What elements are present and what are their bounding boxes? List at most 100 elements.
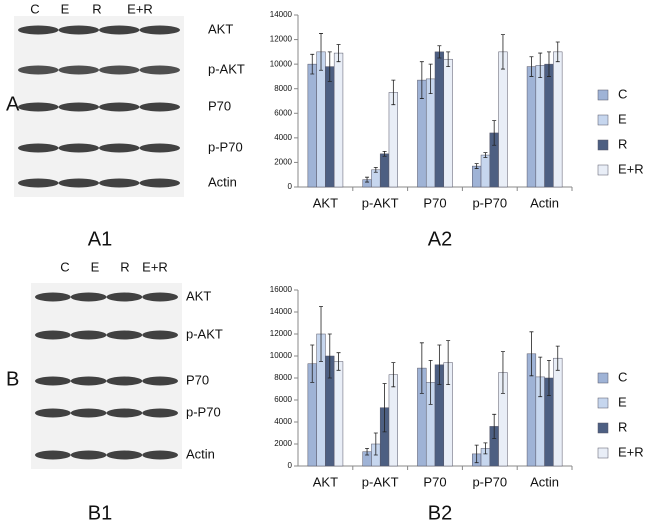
blot-band xyxy=(106,330,143,340)
error-bar xyxy=(437,344,442,385)
y-tick-label: 0 xyxy=(288,182,293,191)
error-bar xyxy=(428,360,433,405)
error-bar xyxy=(365,448,370,456)
lane-label: E xyxy=(91,259,100,274)
blot-band xyxy=(18,102,59,112)
error-bar xyxy=(474,444,479,464)
error-bar xyxy=(382,150,387,157)
blot-band xyxy=(70,292,107,302)
y-tick-label: 10000 xyxy=(270,351,293,360)
x-tick-label: P70 xyxy=(423,474,446,489)
legend-swatch xyxy=(597,114,609,126)
error-bar xyxy=(483,152,488,158)
bar xyxy=(553,357,563,467)
error-bar xyxy=(492,413,497,439)
error-bar xyxy=(365,176,370,183)
row-label: p-P70 xyxy=(186,404,221,419)
y-tick-label: 16000 xyxy=(270,285,293,294)
blot-band xyxy=(58,178,99,188)
legend-label: C xyxy=(618,86,627,101)
y-tick-label: 12000 xyxy=(270,35,293,44)
blot-band xyxy=(58,65,99,75)
blot-band xyxy=(35,330,71,340)
bar xyxy=(307,63,317,188)
x-tick-label: p-AKT xyxy=(362,195,399,210)
legend-label: R xyxy=(618,136,627,151)
blot-band xyxy=(142,450,178,460)
x-tick-label: AKT xyxy=(313,474,338,489)
bar xyxy=(535,65,545,188)
row-label: Actin xyxy=(208,174,237,189)
bar xyxy=(472,165,482,188)
blot-band xyxy=(139,25,180,35)
blot-band xyxy=(142,376,178,386)
error-bar xyxy=(538,52,543,79)
bar xyxy=(325,66,335,188)
error-bar xyxy=(529,56,534,77)
blot-band xyxy=(106,376,143,386)
blot-band xyxy=(99,102,140,112)
error-bar xyxy=(419,61,424,99)
error-bar xyxy=(474,163,479,169)
error-bar xyxy=(446,51,451,67)
error-bar xyxy=(391,362,396,388)
error-bar xyxy=(310,53,315,75)
blot-band xyxy=(106,408,143,418)
error-bar xyxy=(391,79,396,106)
y-tick-label: 4000 xyxy=(274,133,292,142)
blot-band xyxy=(99,65,140,75)
blot-band xyxy=(35,292,71,302)
blot-caption: A1 xyxy=(88,228,112,250)
bar xyxy=(388,374,398,467)
y-tick-label: 10000 xyxy=(270,59,293,68)
error-bar xyxy=(327,51,332,82)
row-label: AKT xyxy=(186,288,211,303)
lane-label: E+R xyxy=(142,259,168,274)
lane-label: C xyxy=(30,1,39,16)
y-tick-label: 6000 xyxy=(274,108,292,117)
error-bar xyxy=(336,44,341,63)
blot-band xyxy=(58,25,99,35)
legend-label: E+R xyxy=(618,161,644,176)
y-tick-label: 14000 xyxy=(270,10,293,19)
lane-label: C xyxy=(60,259,69,274)
bar xyxy=(480,154,491,188)
x-tick-label: P70 xyxy=(423,195,446,210)
blot-background xyxy=(31,283,182,469)
blot-band xyxy=(35,408,71,418)
x-tick-label: Actin xyxy=(530,195,559,210)
error-bar xyxy=(555,41,560,63)
bar xyxy=(425,78,436,188)
error-bar xyxy=(327,333,332,379)
blot-band xyxy=(70,376,107,386)
chart-caption: B2 xyxy=(428,502,452,524)
bar xyxy=(498,51,508,188)
blot-band xyxy=(99,25,140,35)
error-bar xyxy=(546,51,551,77)
x-tick-label: p-P70 xyxy=(472,195,507,210)
y-tick-label: 0 xyxy=(288,461,293,470)
blot-band xyxy=(18,143,59,153)
y-tick-label: 2000 xyxy=(274,439,292,448)
bar xyxy=(333,361,344,467)
error-bar xyxy=(336,352,341,371)
lane-label: R xyxy=(120,259,129,274)
panel-letter: B xyxy=(6,368,19,390)
row-label: p-AKT xyxy=(208,61,245,76)
row-label: AKT xyxy=(208,21,233,36)
blot-band xyxy=(70,330,107,340)
error-bar xyxy=(555,345,560,371)
blot-band xyxy=(106,292,143,302)
error-bar xyxy=(492,120,497,146)
blot-band xyxy=(35,376,71,386)
blot-band xyxy=(139,178,180,188)
blot-caption: B1 xyxy=(88,502,112,524)
y-tick-label: 4000 xyxy=(274,417,292,426)
y-tick-label: 2000 xyxy=(274,158,292,167)
blot-band xyxy=(18,25,59,35)
lane-label: E+R xyxy=(127,1,153,16)
legend-swatch xyxy=(597,139,609,151)
chart-caption: A2 xyxy=(428,228,452,250)
bar xyxy=(544,63,554,188)
error-bar xyxy=(319,306,324,362)
